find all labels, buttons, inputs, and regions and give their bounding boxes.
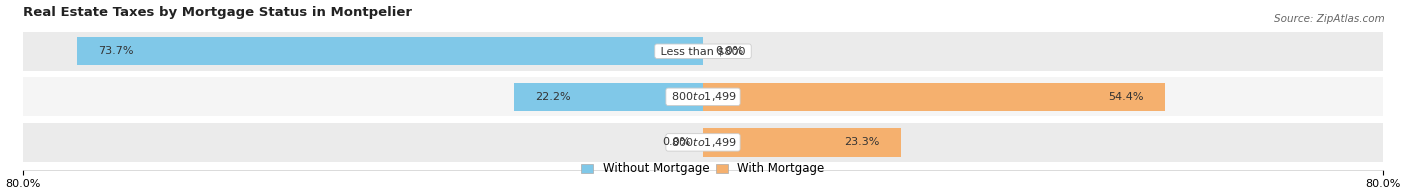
Text: 0.0%: 0.0%	[716, 46, 744, 56]
Text: $800 to $1,499: $800 to $1,499	[668, 136, 738, 149]
Text: $800 to $1,499: $800 to $1,499	[668, 90, 738, 103]
Bar	[703, 83, 1166, 111]
Text: 54.4%: 54.4%	[1108, 92, 1144, 102]
Text: Less than $800: Less than $800	[657, 46, 749, 56]
Text: 23.3%: 23.3%	[845, 137, 880, 147]
Bar	[24, 32, 1382, 71]
Bar	[24, 77, 1382, 116]
Text: Source: ZipAtlas.com: Source: ZipAtlas.com	[1274, 14, 1385, 24]
Text: 0.0%: 0.0%	[662, 137, 690, 147]
Text: 73.7%: 73.7%	[98, 46, 134, 56]
Text: Real Estate Taxes by Mortgage Status in Montpelier: Real Estate Taxes by Mortgage Status in …	[24, 5, 412, 19]
Bar	[24, 123, 1382, 162]
Bar	[77, 37, 703, 65]
Text: 22.2%: 22.2%	[536, 92, 571, 102]
Bar	[703, 128, 901, 157]
Bar	[515, 83, 703, 111]
Legend: Without Mortgage, With Mortgage: Without Mortgage, With Mortgage	[581, 162, 825, 176]
